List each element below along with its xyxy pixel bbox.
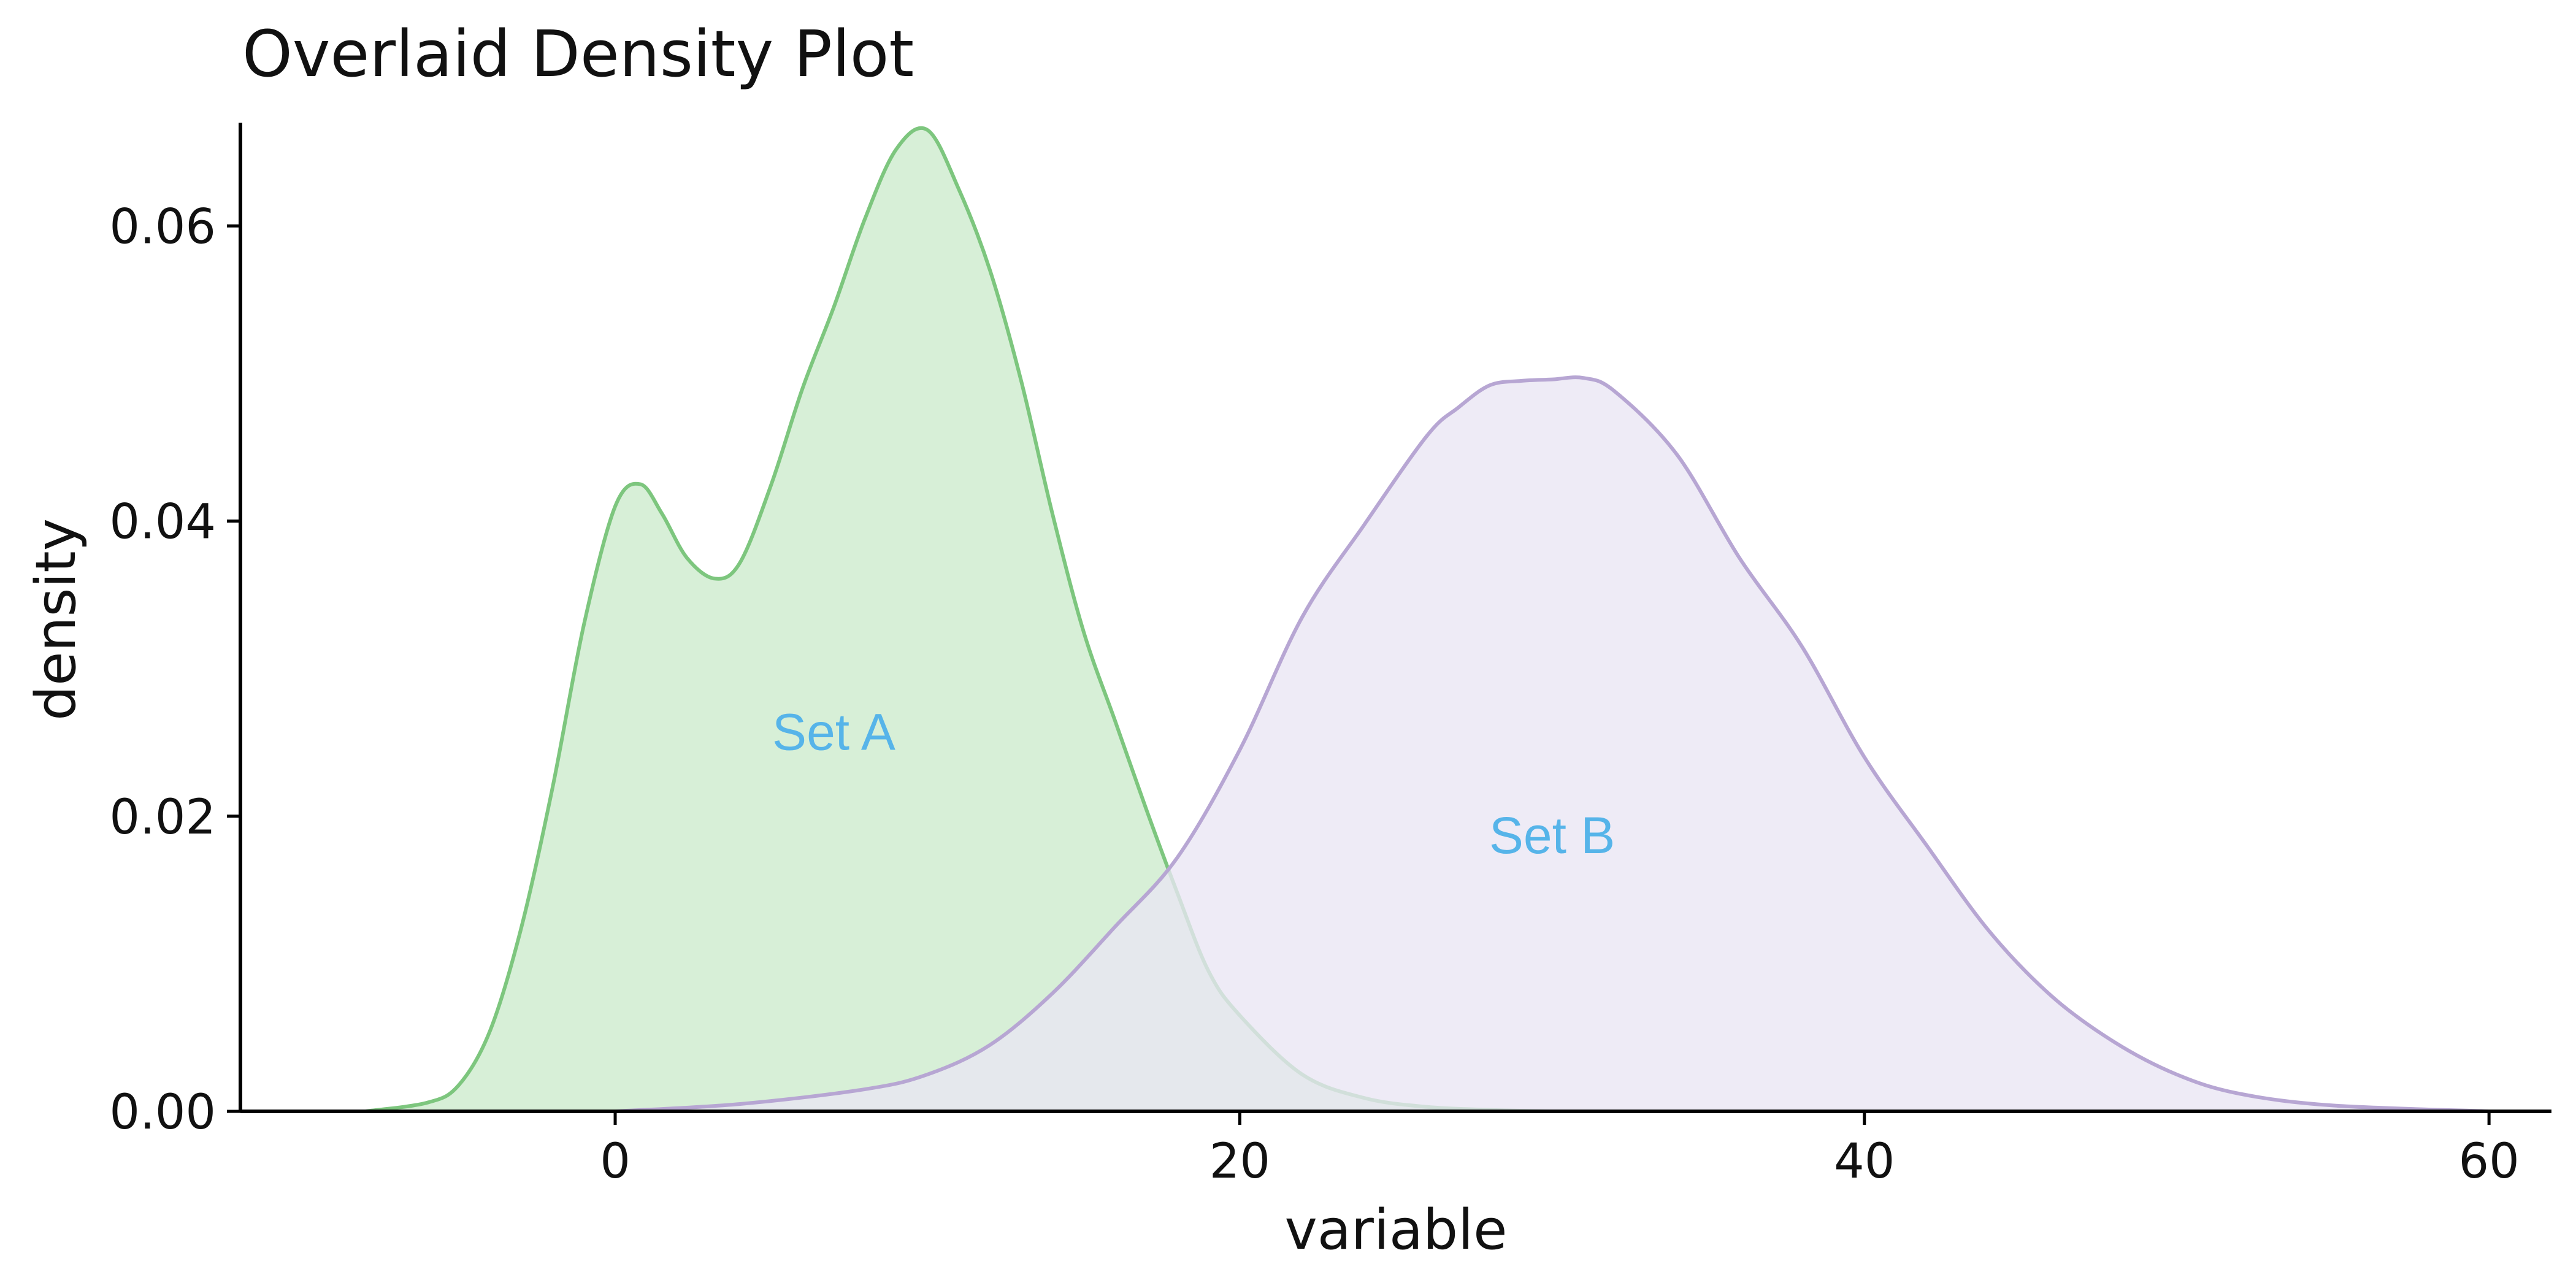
set-a-annotation: Set A (772, 703, 895, 761)
annotations: Set A Set B (772, 703, 1615, 864)
x-tick-label: 60 (2459, 1134, 2520, 1189)
x-tick-label: 40 (1834, 1134, 1895, 1189)
chart-title: Overlaid Density Plot (242, 17, 914, 91)
y-axis-ticks: 0.00 0.02 0.04 0.06 (109, 199, 240, 1140)
x-tick-label: 20 (1209, 1134, 1270, 1189)
set-b-line (615, 375, 2490, 1113)
y-tick-label: 0.06 (109, 199, 216, 255)
set-b-area (615, 377, 2490, 1111)
x-tick-label: 0 (600, 1134, 631, 1189)
y-tick-label: 0.02 (109, 790, 216, 845)
y-tick-label: 0.04 (109, 495, 216, 550)
set-b-annotation: Set B (1489, 807, 1615, 864)
density-areas (365, 126, 2490, 1113)
x-axis-ticks: 0 20 40 60 (600, 1111, 2520, 1189)
y-axis-label: density (24, 518, 88, 721)
y-tick-label: 0.00 (109, 1085, 216, 1140)
x-axis-label: variable (1284, 1198, 1507, 1262)
set-a-area (365, 128, 1552, 1111)
